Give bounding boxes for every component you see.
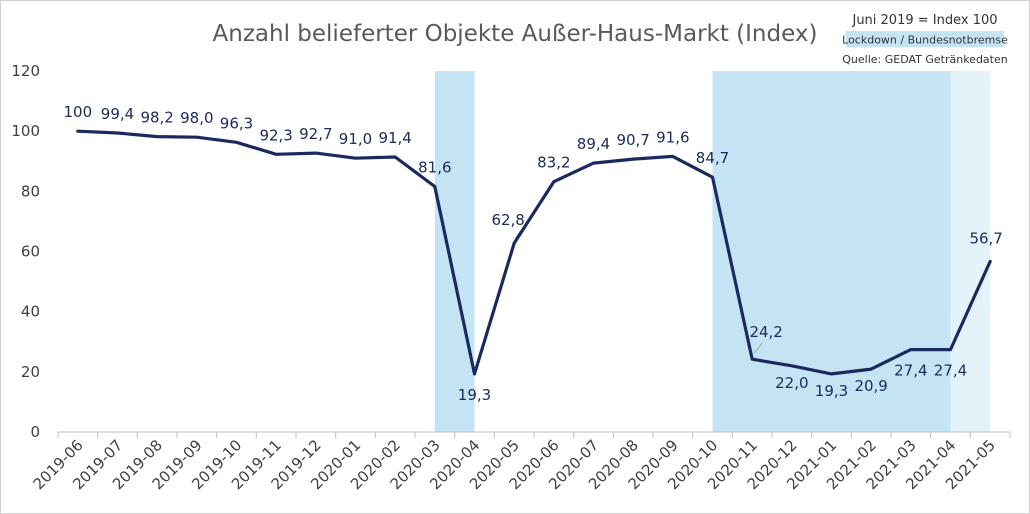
data-labels: 100 99,4 98,2 98,0 96,3 92,3 92,7 91,0 91,4 81,6 1… [64, 103, 1003, 404]
leader-line [753, 342, 763, 354]
lockdown-legend-label: Lockdown / Bundesnotbremse [842, 34, 1008, 47]
data-label: 91,4 [378, 129, 411, 147]
lockdown-band-0 [434, 71, 475, 432]
data-label: 91,6 [656, 128, 689, 146]
data-label: 22,0 [775, 374, 808, 392]
lockdown-shading-group [434, 71, 991, 432]
data-label: 84,7 [696, 149, 729, 167]
lockdown-legend-swatch [846, 31, 1004, 47]
series-line-group [76, 129, 992, 376]
y-tick-label: 40 [21, 303, 40, 321]
x-axis: 2019-062019-072019-082019-092019-102019-… [30, 431, 1011, 493]
data-label: 27,4 [934, 362, 967, 380]
series-line [76, 129, 992, 376]
y-tick-label: 20 [21, 363, 40, 381]
chart-title: Anzahl belieferter Objekte Außer-Haus-Ma… [213, 21, 818, 47]
data-label: 19,3 [458, 386, 491, 404]
data-label: 98,0 [180, 109, 213, 127]
index-note: Juni 2019 = Index 100 [851, 13, 997, 28]
y-tick-label: 80 [21, 182, 40, 200]
data-label: 89,4 [577, 135, 610, 153]
annotation-box: Juni 2019 = Index 100 Lockdown / Bundesn… [842, 13, 1008, 66]
data-label: 92,7 [299, 125, 332, 143]
data-label: 98,2 [140, 109, 173, 127]
data-label: 92,3 [259, 126, 292, 144]
data-label: 62,8 [491, 211, 524, 229]
y-axis: 0 20 40 60 80 100 120 [11, 62, 40, 441]
lockdown-band-1 [712, 71, 951, 432]
data-label: 96,3 [220, 114, 253, 132]
data-label: 83,2 [537, 154, 570, 172]
data-label: 100 [64, 103, 93, 121]
data-label: 19,3 [815, 382, 848, 400]
data-label: 99,4 [101, 105, 134, 123]
y-tick-label: 60 [21, 243, 40, 261]
data-label: 27,4 [894, 362, 927, 380]
source-note: Quelle: GEDAT Getränkedaten [842, 53, 1008, 66]
y-tick-label: 0 [30, 423, 40, 441]
data-label: 90,7 [616, 131, 649, 149]
data-label: 81,6 [418, 159, 451, 177]
lockdown-band-2 [950, 71, 991, 432]
y-tick-label: 120 [11, 62, 40, 80]
data-label: 24,2 [749, 323, 782, 341]
data-label: 20,9 [854, 377, 887, 395]
data-label: 56,7 [969, 229, 1002, 247]
data-label: 91,0 [339, 130, 372, 148]
y-tick-label: 100 [11, 122, 40, 140]
